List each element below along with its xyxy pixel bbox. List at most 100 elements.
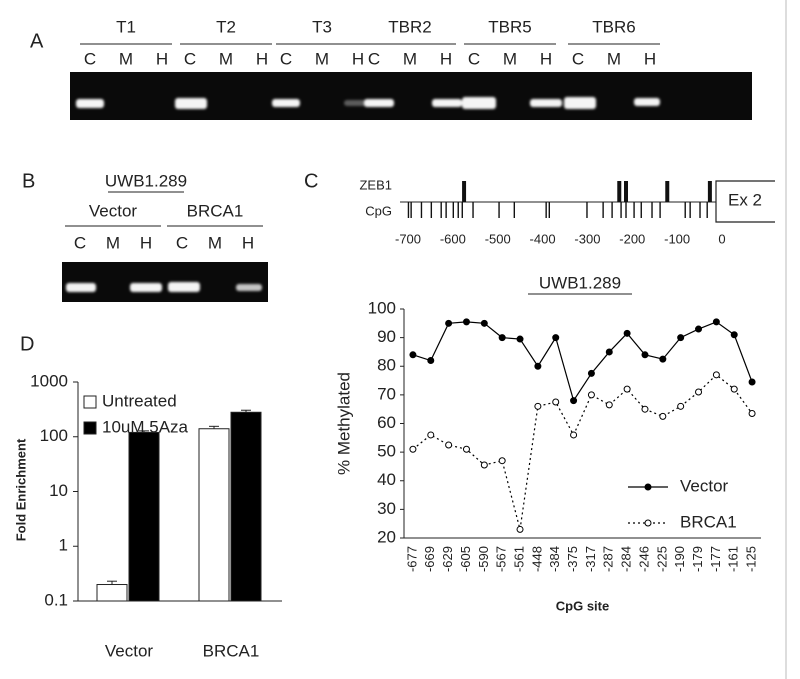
lane-label: C xyxy=(572,49,584,68)
x-tick-label: -190 xyxy=(672,546,687,572)
lane-label: H xyxy=(540,49,552,68)
lane-group-label: TBR5 xyxy=(488,17,531,36)
gel xyxy=(70,72,752,120)
lane-label: C xyxy=(84,49,96,68)
point xyxy=(695,325,703,333)
y-tick-label: 0.1 xyxy=(44,590,68,609)
map-tick-label: 0 xyxy=(718,231,725,246)
lane-label: H xyxy=(440,49,452,68)
lane-group-label: Vector xyxy=(89,201,138,220)
lane-group-label: TBR2 xyxy=(388,17,431,36)
legend-label: BRCA1 xyxy=(680,512,737,531)
row-label: CpG xyxy=(365,203,392,218)
series-line xyxy=(412,374,753,530)
zeb1-site xyxy=(665,181,670,202)
y-tick-label: 40 xyxy=(377,470,396,489)
row-label: ZEB1 xyxy=(359,177,392,192)
x-tick-label: -161 xyxy=(726,546,741,572)
x-tick-label: -629 xyxy=(440,546,455,572)
point xyxy=(748,409,756,417)
y-tick-label: 1 xyxy=(59,536,68,555)
zeb1-site xyxy=(707,181,712,202)
y-tick-label: 50 xyxy=(377,442,396,461)
lane-group-label: T3 xyxy=(312,17,332,36)
lane-label: M xyxy=(607,49,621,68)
bar xyxy=(230,411,262,602)
x-tick-label: -284 xyxy=(619,546,634,572)
point xyxy=(712,371,720,379)
y-tick-label: 30 xyxy=(377,499,396,518)
point xyxy=(516,335,524,343)
point xyxy=(534,402,542,410)
point xyxy=(480,461,488,469)
point xyxy=(748,378,756,386)
legend-label: Untreated xyxy=(102,391,177,410)
map-tick-label: -700 xyxy=(395,231,421,246)
point xyxy=(677,402,685,410)
map-tick-label: -500 xyxy=(485,231,511,246)
y-tick-label: 1000 xyxy=(30,371,68,390)
x-tick-label: -590 xyxy=(476,546,491,572)
point xyxy=(570,397,578,405)
x-tick-label: -246 xyxy=(636,546,651,572)
zeb1-site xyxy=(624,181,629,202)
zeb1-site xyxy=(462,181,467,202)
chart-title: UWB1.289 xyxy=(539,273,621,292)
y-tick-label: 60 xyxy=(377,413,396,432)
lane-label: H xyxy=(352,49,364,68)
legend-marker xyxy=(644,483,652,491)
lane-label: M xyxy=(219,49,233,68)
point xyxy=(516,525,524,533)
x-tick-label: -677 xyxy=(404,546,419,572)
panel-label: B xyxy=(22,170,35,192)
x-tick-label: -448 xyxy=(529,546,544,572)
y-axis-label: % Methylated xyxy=(334,372,353,475)
point xyxy=(427,357,435,365)
point xyxy=(427,431,435,439)
y-tick-label: 10 xyxy=(49,481,68,500)
lane-group-label: TBR6 xyxy=(592,17,635,36)
point xyxy=(480,319,488,327)
x-tick-label: -177 xyxy=(708,546,723,572)
y-tick-label: 70 xyxy=(377,384,396,403)
gel-bands xyxy=(66,282,262,292)
point xyxy=(730,331,738,339)
point xyxy=(605,401,613,409)
bar xyxy=(96,584,128,602)
y-tick-label: 80 xyxy=(377,356,396,375)
legend-swatch xyxy=(83,395,97,409)
y-tick-label: 20 xyxy=(377,527,396,546)
point xyxy=(409,445,417,453)
lane-label: C xyxy=(184,49,196,68)
point xyxy=(552,334,560,342)
lane-label: H xyxy=(242,233,254,252)
lane-label: C xyxy=(468,49,480,68)
x-tick-label: -317 xyxy=(583,546,598,572)
lane-group-label: BRCA1 xyxy=(187,201,244,220)
lane-label: C xyxy=(74,233,86,252)
lane-label: C xyxy=(280,49,292,68)
lane-label: H xyxy=(140,233,152,252)
exon-label: Ex 2 xyxy=(728,190,762,209)
point xyxy=(498,457,506,465)
x-tick-label: -125 xyxy=(744,546,759,572)
x-tick-label: Vector xyxy=(105,641,154,660)
lane-group-label: T1 xyxy=(116,17,136,36)
point xyxy=(712,318,720,326)
map-tick-label: -200 xyxy=(619,231,645,246)
map-tick-label: -300 xyxy=(574,231,600,246)
point xyxy=(641,351,649,359)
point xyxy=(605,348,613,356)
x-tick-label: -605 xyxy=(458,546,473,572)
legend-label: 10uM 5Aza xyxy=(102,417,189,436)
point xyxy=(462,445,470,453)
gel xyxy=(62,262,268,302)
y-axis-label: Fold Enrichment xyxy=(13,438,28,541)
point xyxy=(623,385,631,393)
x-tick-label: -669 xyxy=(422,546,437,572)
lane-label: M xyxy=(315,49,329,68)
lane-label: C xyxy=(176,233,188,252)
x-axis-label: CpG site xyxy=(556,598,609,613)
zeb1-site xyxy=(617,181,622,202)
